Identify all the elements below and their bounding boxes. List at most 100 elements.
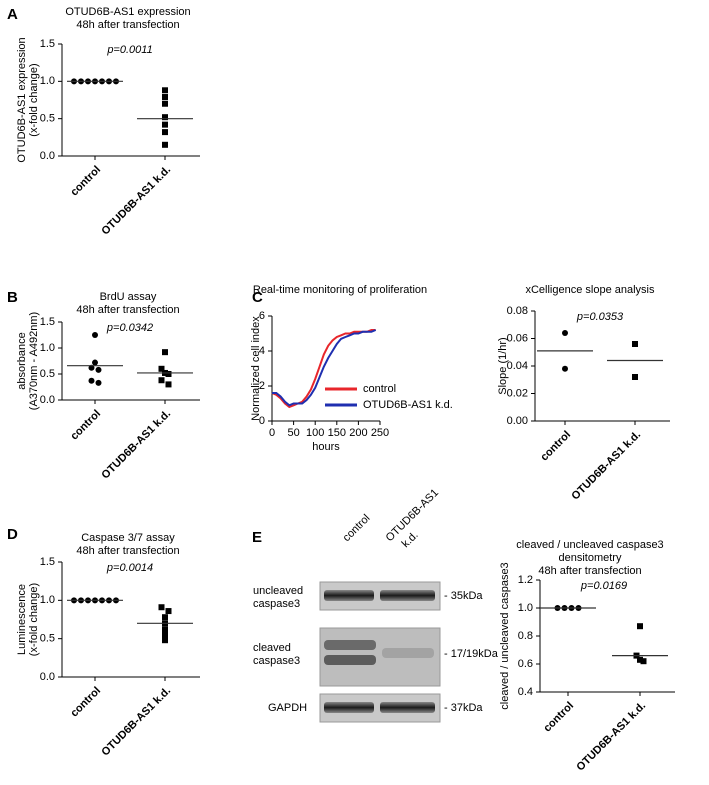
y-tick-label: 1.0 (518, 602, 533, 614)
data-point (88, 377, 95, 384)
panel-label: E (252, 529, 262, 546)
y-tick-label: 1.0 (40, 342, 55, 354)
y-tick-label: 0.4 (518, 686, 533, 698)
chart-title: Real-time monitoring of proliferation (253, 284, 427, 296)
data-point (165, 381, 172, 388)
annotation: p=0.0342 (106, 322, 153, 334)
chart-title: densitometry (559, 552, 622, 564)
data-point (162, 631, 168, 638)
y-axis-label: cleaved / uncleaved caspase3 (499, 562, 511, 709)
y-axis-label: Slope (1/hr) (497, 337, 509, 394)
y-tick-label: 0.0 (40, 394, 55, 406)
x-tick-label: 0 (269, 427, 275, 439)
y-tick-label: 0.02 (507, 387, 528, 399)
legend-label: OTUD6B-AS1 k.d. (363, 399, 453, 411)
row-label: caspase3 (253, 655, 300, 667)
y-tick-label: 0.6 (518, 658, 533, 670)
y-tick-label: 1.5 (40, 38, 55, 50)
data-point (640, 658, 647, 665)
data-point (637, 623, 643, 630)
blot-band (324, 655, 376, 665)
y-tick-label: 1.2 (518, 574, 533, 586)
annotation: p=0.0169 (580, 580, 627, 592)
panel-label: A (7, 6, 18, 23)
y-axis-label: (x-fold change) (28, 583, 40, 656)
y-tick-label: 1.5 (40, 556, 55, 568)
chart-title: cleaved / uncleaved caspase3 (516, 539, 663, 551)
y-axis-label: (x-fold change) (28, 63, 40, 136)
data-point (162, 626, 168, 633)
data-point (162, 614, 168, 621)
y-tick-label: 6 (259, 310, 265, 322)
data-line (271, 329, 376, 409)
chart-title: 48h after transfection (76, 304, 179, 316)
data-line (272, 329, 377, 407)
row-label: uncleaved (253, 585, 303, 597)
y-axis-label: OTUD6B-AS1 expression (16, 37, 28, 162)
data-point (158, 377, 165, 384)
y-tick-label: 1.0 (40, 594, 55, 606)
y-tick-label: 0.0 (40, 150, 55, 162)
chart-title: xCelligence slope analysis (525, 284, 655, 296)
blot-band (380, 702, 435, 713)
y-axis-label: (A370nm - A492nm) (28, 312, 40, 410)
data-point (162, 100, 168, 107)
panel-label: C (252, 289, 263, 306)
x-tick-label: 200 (349, 427, 367, 439)
chart-title: Caspase 3/7 assay (81, 532, 175, 544)
row-label: cleaved (253, 642, 291, 654)
data-point (162, 637, 168, 644)
x-tick-label: 250 (371, 427, 389, 439)
data-point (162, 141, 168, 148)
x-tick-label: 50 (287, 427, 299, 439)
blot-band (324, 702, 374, 713)
chart-title: OTUD6B-AS1 expression (65, 6, 190, 18)
blot-band (382, 648, 434, 658)
size-label: - 37kDa (444, 702, 483, 714)
annotation: p=0.0353 (576, 311, 624, 323)
y-tick-label: 0.00 (507, 415, 528, 427)
x-axis-label: hours (312, 441, 340, 453)
y-tick-label: 0 (259, 415, 265, 427)
y-tick-label: 0.5 (40, 113, 55, 125)
row-label: GAPDH (268, 702, 307, 714)
y-tick-label: 0.06 (507, 332, 528, 344)
data-point (162, 87, 168, 94)
y-tick-label: 0.04 (507, 360, 528, 372)
annotation: p=0.0011 (106, 44, 152, 56)
chart-title: 48h after transfection (538, 565, 641, 577)
row-label: caspase3 (253, 598, 300, 610)
legend-label: control (363, 383, 396, 395)
blot (319, 581, 441, 723)
y-tick-label: 0.8 (518, 630, 533, 642)
chart-title: 48h after transfection (76, 545, 179, 557)
data-point (165, 608, 172, 615)
blot-band (324, 640, 376, 650)
data-point (92, 359, 98, 366)
data-point (162, 94, 168, 101)
data-point (162, 121, 168, 128)
data-point (165, 371, 172, 377)
data-point (92, 332, 98, 338)
y-tick-label: 4 (259, 345, 265, 357)
y-tick-label: 1.0 (40, 75, 55, 87)
size-label: - 35kDa (444, 590, 483, 602)
y-tick-label: 2 (259, 380, 265, 392)
data-point (637, 656, 643, 663)
panel-label: D (7, 526, 18, 543)
data-point (632, 341, 638, 347)
blot-band (380, 590, 435, 601)
data-point (162, 114, 168, 121)
chart-title: 48h after transfection (76, 19, 179, 31)
size-label: - 17/19kDa (444, 648, 499, 660)
chart-title: BrdU assay (100, 291, 157, 303)
x-tick-label: 150 (328, 427, 346, 439)
y-tick-label: 0.5 (40, 368, 55, 380)
data-point (162, 349, 168, 356)
y-tick-label: 0.0 (40, 671, 55, 683)
data-point (562, 365, 568, 372)
y-axis-label: Luminescence (16, 584, 28, 655)
y-tick-label: 0.08 (507, 305, 528, 317)
y-axis-label: absorbance (16, 332, 28, 390)
annotation: p=0.0014 (106, 562, 153, 574)
